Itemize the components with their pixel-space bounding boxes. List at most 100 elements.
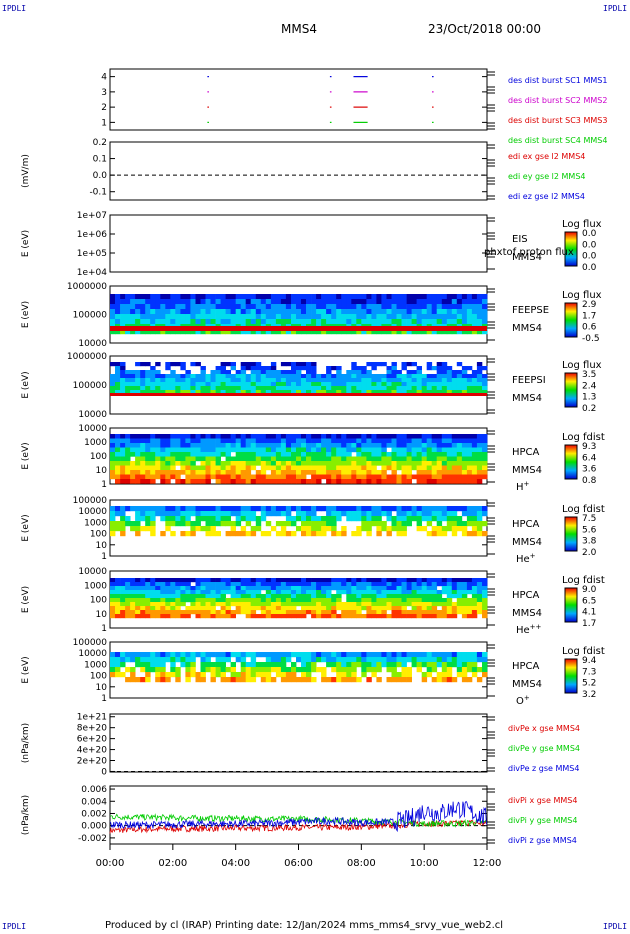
- hpca-heplusplus-panel-cell: [170, 582, 176, 587]
- hpca-heplusplus-panel-cell: [115, 582, 121, 587]
- hpca-hplus-panel-cell: [471, 465, 478, 471]
- hpca-heplus-panel-cell: [291, 521, 297, 527]
- hpca-oplus-panel-cell: [250, 652, 257, 658]
- feeps-ion-panel-cell: [471, 370, 478, 375]
- hpca-hplus-panel-cell: [130, 447, 136, 453]
- feeps-ion-panel-cell: [230, 382, 236, 387]
- feeps-electron-panel-cell: [341, 314, 347, 320]
- hpca-heplus-panel-cell: [190, 506, 196, 512]
- feeps-ion-panel-cell: [215, 386, 221, 391]
- feeps-ion-panel-ylabel: E (eV): [21, 371, 31, 398]
- feeps-electron-panel-cell: [170, 294, 176, 300]
- hpca-hplus-panel-cell: [235, 438, 242, 444]
- hpca-heplusplus-panel-cell: [180, 586, 186, 591]
- hpca-oplus-panel-cell: [260, 662, 267, 668]
- hpca-heplusplus-panel-cell: [160, 594, 166, 599]
- hpca-heplusplus-panel-cell: [120, 590, 126, 595]
- hpca-hplus-panel-cell: [280, 443, 287, 448]
- feeps-ion-panel-cell: [235, 374, 242, 379]
- feeps-ion-panel-cell: [466, 378, 473, 383]
- hpca-hplus-panel-cell: [306, 447, 312, 453]
- hpca-hplus-panel-cell: [170, 434, 176, 439]
- hpca-oplus-panel-cell: [301, 667, 307, 673]
- feeps-electron-panel-cell: [275, 299, 282, 305]
- feeps-ion-panel-cell: [140, 386, 146, 391]
- hpca-heplus-panel-cell: [210, 521, 216, 527]
- feeps-electron-panel-cell: [115, 319, 121, 325]
- feeps-ion-panel-cell: [361, 374, 367, 379]
- hpca-hplus-panel-cell: [396, 461, 402, 466]
- hpca-heplusplus-panel-cell: [311, 614, 317, 619]
- hpca-hplus-panel-cell: [411, 438, 417, 444]
- hpca-heplus-panel-cell: [436, 511, 443, 517]
- feeps-electron-panel-cell: [351, 329, 357, 335]
- feeps-ion-panel-cell: [200, 366, 206, 371]
- hpca-hplus-panel-cell: [110, 470, 116, 475]
- hpca-heplusplus-panel-cell: [446, 606, 453, 611]
- hpca-heplus-panel-cell: [456, 516, 463, 522]
- feeps-electron-panel-cell: [366, 294, 372, 300]
- divpi-panel-tick-label: 0.004: [81, 797, 107, 807]
- hpca-heplusplus-panel-cell: [200, 610, 206, 615]
- feeps-electron-panel-cell: [165, 329, 171, 335]
- hpca-oplus-panel-cell: [230, 672, 236, 678]
- hpca-heplus-panel-cell: [476, 531, 483, 537]
- divpi-panel-ylabel: (nPa/km): [21, 795, 31, 835]
- feeps-electron-panel-cell: [341, 294, 347, 300]
- hpca-heplusplus-panel-cell: [296, 598, 302, 603]
- hpca-heplusplus-panel-cell: [160, 602, 166, 607]
- hpca-heplus-panel-cell: [205, 506, 211, 512]
- hpca-heplusplus-panel-cell: [316, 578, 322, 583]
- hpca-hplus-panel-cell: [180, 479, 186, 484]
- hpca-heplusplus-panel-cell: [466, 586, 473, 591]
- hpca-hplus-panel-cell: [456, 438, 463, 444]
- feeps-electron-panel-cell: [225, 299, 231, 305]
- hpca-oplus-panel-cell: [155, 672, 161, 678]
- feeps-ion-panel-cell: [406, 374, 412, 379]
- hpca-hplus-panel-cell: [346, 461, 352, 466]
- hpca-hplus-panel-cell: [215, 447, 221, 453]
- hpca-hplus-panel-cell: [391, 474, 397, 480]
- feeps-electron-panel-cell: [250, 309, 257, 315]
- hpca-oplus-panel-cell: [351, 677, 357, 683]
- hpca-heplus-panel-cell: [115, 506, 121, 512]
- hpca-heplusplus-panel-cell: [381, 598, 387, 603]
- hpca-hplus-panel-cell: [476, 443, 483, 448]
- hpca-heplusplus-panel-cell: [215, 598, 221, 603]
- hpca-oplus-panel-cell: [195, 652, 201, 658]
- feeps-electron-panel-cell: [280, 309, 287, 315]
- feeps-ion-panel-cell: [205, 378, 211, 383]
- hpca-heplusplus-panel-cell: [316, 610, 322, 615]
- hpca-heplus-panel-cell: [436, 516, 443, 522]
- feeps-ion-panel-instrument: FEEPSI: [512, 375, 546, 386]
- feeps-electron-panel-cell: [190, 294, 196, 300]
- hpca-heplusplus-panel-cell: [346, 610, 352, 615]
- hpca-heplusplus-panel-cell: [436, 594, 443, 599]
- feeps-ion-panel-cell: [341, 374, 347, 379]
- hpca-hplus-panel-cell: [326, 479, 332, 484]
- hpca-hplus-panel-cell: [366, 461, 372, 466]
- feeps-electron-panel-cell: [356, 314, 362, 320]
- hpca-hplus-panel-cell: [275, 465, 282, 471]
- hpca-hplus-panel-cell: [160, 479, 166, 484]
- feeps-electron-panel-cell: [406, 314, 412, 320]
- hpca-heplusplus-panel-cell: [120, 602, 126, 607]
- hpca-heplus-panel-cell: [150, 506, 156, 512]
- edi-panel-legend-entry: edi ex gse l2 MMS4: [508, 152, 585, 161]
- feeps-ion-panel-cell: [431, 382, 438, 387]
- hpca-oplus-panel-cell: [130, 657, 136, 663]
- feeps-electron-panel-cell: [270, 314, 277, 320]
- hpca-heplus-panel-cell: [205, 516, 211, 522]
- hpca-heplus-panel-cell: [346, 511, 352, 517]
- hpca-heplus-panel-cell: [311, 521, 317, 527]
- feeps-electron-panel-cell: [296, 329, 302, 335]
- feeps-electron-panel-cell: [431, 294, 438, 300]
- feeps-electron-panel-spacecraft: MMS4: [512, 323, 542, 334]
- feeps-ion-panel-cell: [115, 390, 121, 395]
- feeps-ion-panel-cell: [210, 390, 216, 395]
- hpca-oplus-panel-cell: [461, 672, 468, 678]
- hpca-oplus-panel-cell: [441, 677, 448, 683]
- hpca-oplus-panel-cell: [431, 677, 438, 683]
- hpca-hplus-panel-cell: [110, 461, 116, 466]
- hpca-hplus-panel-cell: [331, 461, 337, 466]
